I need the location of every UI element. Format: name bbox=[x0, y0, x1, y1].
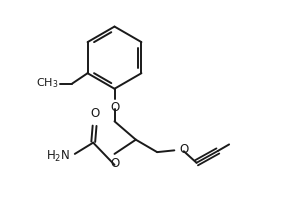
Text: O: O bbox=[110, 102, 119, 114]
Text: O: O bbox=[90, 106, 99, 119]
Text: O: O bbox=[179, 143, 188, 156]
Text: O: O bbox=[110, 157, 119, 170]
Text: H$_2$N: H$_2$N bbox=[46, 148, 70, 164]
Text: CH$_3$: CH$_3$ bbox=[36, 77, 58, 91]
